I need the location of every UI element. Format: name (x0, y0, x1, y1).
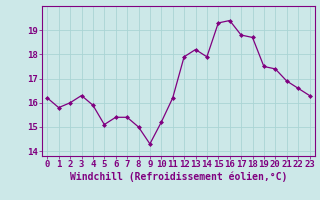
X-axis label: Windchill (Refroidissement éolien,°C): Windchill (Refroidissement éolien,°C) (70, 172, 287, 182)
